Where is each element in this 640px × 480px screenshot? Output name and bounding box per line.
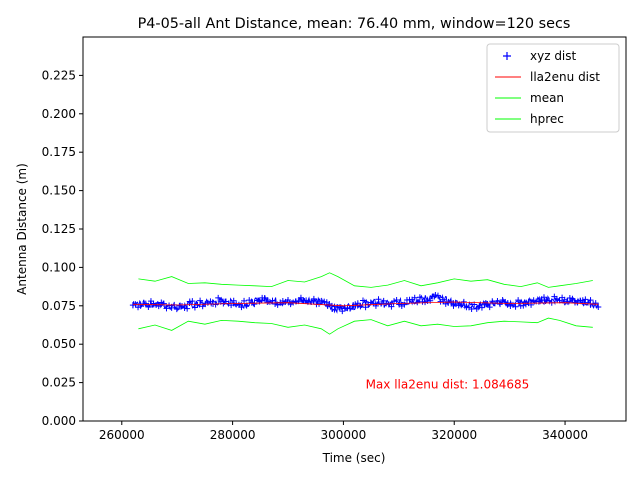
plot-area xyxy=(129,272,602,335)
data-point xyxy=(184,305,191,312)
x-tick-label: 280000 xyxy=(210,428,256,442)
legend-marker-xyz-dist xyxy=(503,52,511,60)
y-tick-label: 0.075 xyxy=(42,299,76,313)
series-line-mean xyxy=(138,272,593,288)
data-point xyxy=(468,305,475,312)
legend-label: xyz dist xyxy=(530,49,577,63)
legend: xyz dist lla2enu dist mean hprec xyxy=(486,43,620,133)
legend-label: hprec xyxy=(530,112,564,126)
y-tick-label: 0.100 xyxy=(42,260,76,274)
data-point xyxy=(582,296,589,303)
y-tick-label: 0.125 xyxy=(42,222,76,236)
y-axis-label: Antenna Distance (m) xyxy=(15,163,29,295)
data-point xyxy=(215,294,222,301)
data-point xyxy=(135,304,142,311)
legend-label: mean xyxy=(530,91,564,105)
y-tick-label: 0.000 xyxy=(42,414,76,428)
y-tick-label: 0.175 xyxy=(42,145,76,159)
data-point xyxy=(388,303,395,310)
x-tick-label: 300000 xyxy=(321,428,367,442)
max-dist-annotation: Max lla2enu dist: 1.084685 xyxy=(366,378,530,392)
data-point xyxy=(411,294,418,301)
data-point xyxy=(393,296,400,303)
x-axis-label: Time (sec) xyxy=(322,451,386,465)
series-line-lla2enu-dist xyxy=(132,301,599,307)
y-tick-label: 0.150 xyxy=(42,184,76,198)
data-point xyxy=(272,300,279,307)
y-tick-label: 0.025 xyxy=(42,376,76,390)
y-tick-label: 0.050 xyxy=(42,337,76,351)
series-line-hprec xyxy=(138,317,593,335)
data-point xyxy=(241,297,248,304)
x-tick-label: 260000 xyxy=(99,428,145,442)
x-tick-label: 340000 xyxy=(542,428,588,442)
data-point xyxy=(339,308,346,315)
axes: 260000 280000 300000 320000 340000 0.000 0.025… xyxy=(42,36,627,442)
chart-title: P4-05-all Ant Distance, mean: 76.40 mm, … xyxy=(138,16,571,32)
x-tick-label: 320000 xyxy=(431,428,477,442)
y-tick-label: 0.225 xyxy=(42,68,76,82)
legend-box xyxy=(486,43,620,133)
y-tick-label: 0.200 xyxy=(42,107,76,121)
legend-label: lla2enu dist xyxy=(530,70,600,84)
data-point xyxy=(362,304,369,311)
